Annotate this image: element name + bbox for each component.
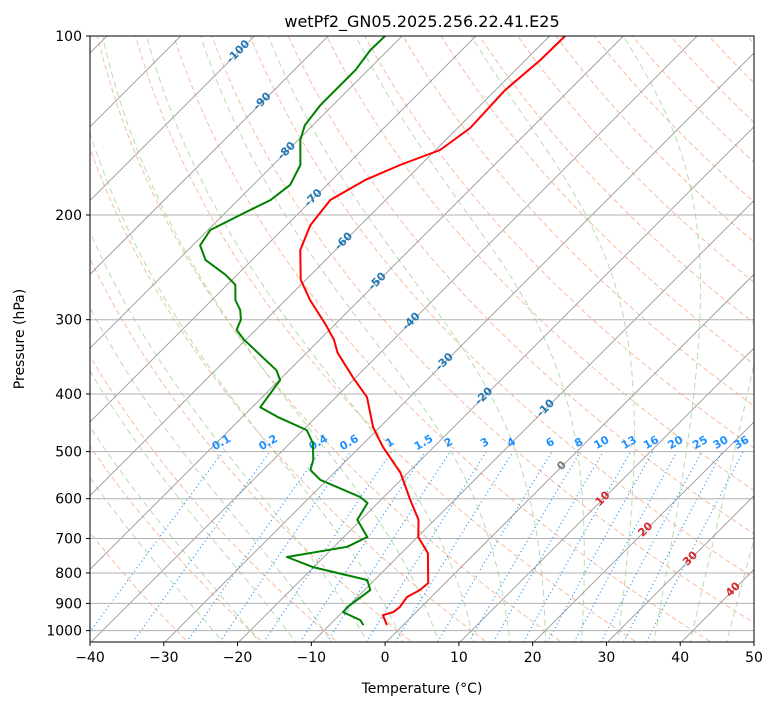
y-tick-label: 900 [55,596,82,612]
y-tick-label: 400 [55,387,82,403]
y-tick-label: 800 [55,566,82,582]
x-axis-label: Temperature (°C) [361,681,483,697]
x-tick-label: 40 [671,650,689,666]
y-tick-label: 300 [55,313,82,329]
x-tick-label: 20 [524,650,542,666]
x-tick-label: −30 [149,650,179,666]
x-tick-label: −10 [297,650,327,666]
y-tick-label: 200 [55,208,82,224]
x-tick-label: 10 [450,650,468,666]
y-axis-label: Pressure (hPa) [12,289,28,389]
chart-title: wetPf2_GN05.2025.256.22.41.E25 [284,12,559,32]
x-tick-label: 30 [598,650,616,666]
x-tick-label: −40 [75,650,105,666]
x-tick-label: 0 [381,650,390,666]
y-tick-label: 600 [55,492,82,508]
x-tick-label: 50 [745,650,763,666]
y-tick-label: 1000 [46,624,82,640]
y-tick-label: 500 [55,445,82,461]
x-tick-label: −20 [223,650,253,666]
y-tick-label: 100 [55,29,82,45]
y-tick-label: 700 [55,531,82,547]
